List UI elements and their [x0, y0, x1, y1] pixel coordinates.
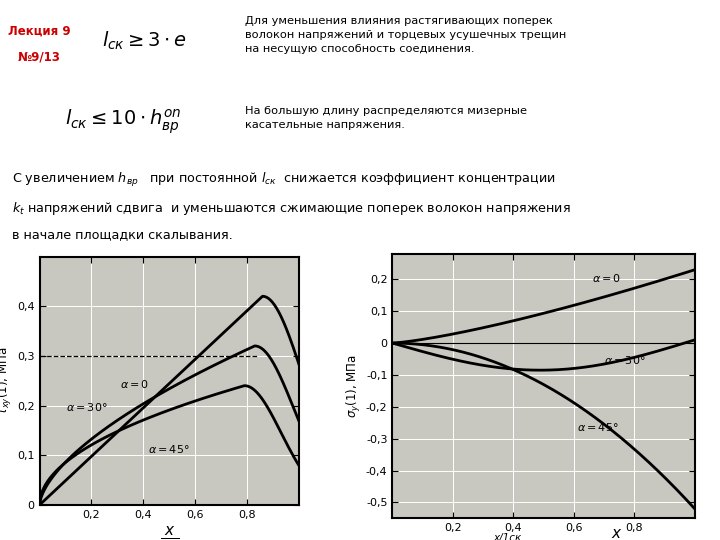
Text: Для уменьшения влияния растягивающих поперек
волокон напряжений и торцевых усуше: Для уменьшения влияния растягивающих поп…: [245, 16, 566, 53]
Text: $k_t$ напряжений сдвига  и уменьшаются сжимающие поперек волокон напряжения: $k_t$ напряжений сдвига и уменьшаются сж…: [12, 200, 571, 217]
Text: $\alpha =45°$: $\alpha =45°$: [577, 421, 618, 433]
Y-axis label: $\tau_{xy}(1)$, МПа: $\tau_{xy}(1)$, МПа: [0, 347, 14, 415]
Text: $\dfrac{x}{l_{ск}}$: $\dfrac{x}{l_{ск}}$: [160, 525, 179, 540]
Text: x/1ск: x/1ск: [493, 533, 521, 540]
Text: На большую длину распределяются мизерные
касательные напряжения.: На большую длину распределяются мизерные…: [245, 106, 527, 130]
Text: Лекция 9: Лекция 9: [8, 25, 70, 38]
Text: $\alpha =0$: $\alpha =0$: [120, 378, 149, 390]
Text: $\dfrac{x}{l_{ск}}$: $\dfrac{x}{l_{ск}}$: [607, 528, 626, 540]
Text: $l_{ск} \geq 3 \cdot e$: $l_{ск} \geq 3 \cdot e$: [102, 30, 186, 52]
Text: $\alpha =0$: $\alpha =0$: [592, 273, 621, 285]
Text: $\alpha =45°$: $\alpha =45°$: [148, 443, 190, 455]
Text: $l_{ск} \leq 10 \cdot h_{вр}^{on}$: $l_{ск} \leq 10 \cdot h_{вр}^{on}$: [65, 107, 181, 136]
Text: в начале площадки скалывания.: в начале площадки скалывания.: [12, 228, 233, 241]
Y-axis label: $\sigma_y(1)$, МПа: $\sigma_y(1)$, МПа: [345, 354, 363, 418]
Text: $\alpha =30°$: $\alpha =30°$: [604, 354, 646, 366]
Text: №9/13: №9/13: [17, 51, 60, 64]
Text: С увеличением $\mathbf{\mathit{h}}_{вр}$   при постоянной $\mathit{l}_{ск}$  сни: С увеличением $\mathbf{\mathit{h}}_{вр}$…: [12, 171, 556, 190]
Text: $\alpha =30°$: $\alpha =30°$: [66, 401, 107, 413]
